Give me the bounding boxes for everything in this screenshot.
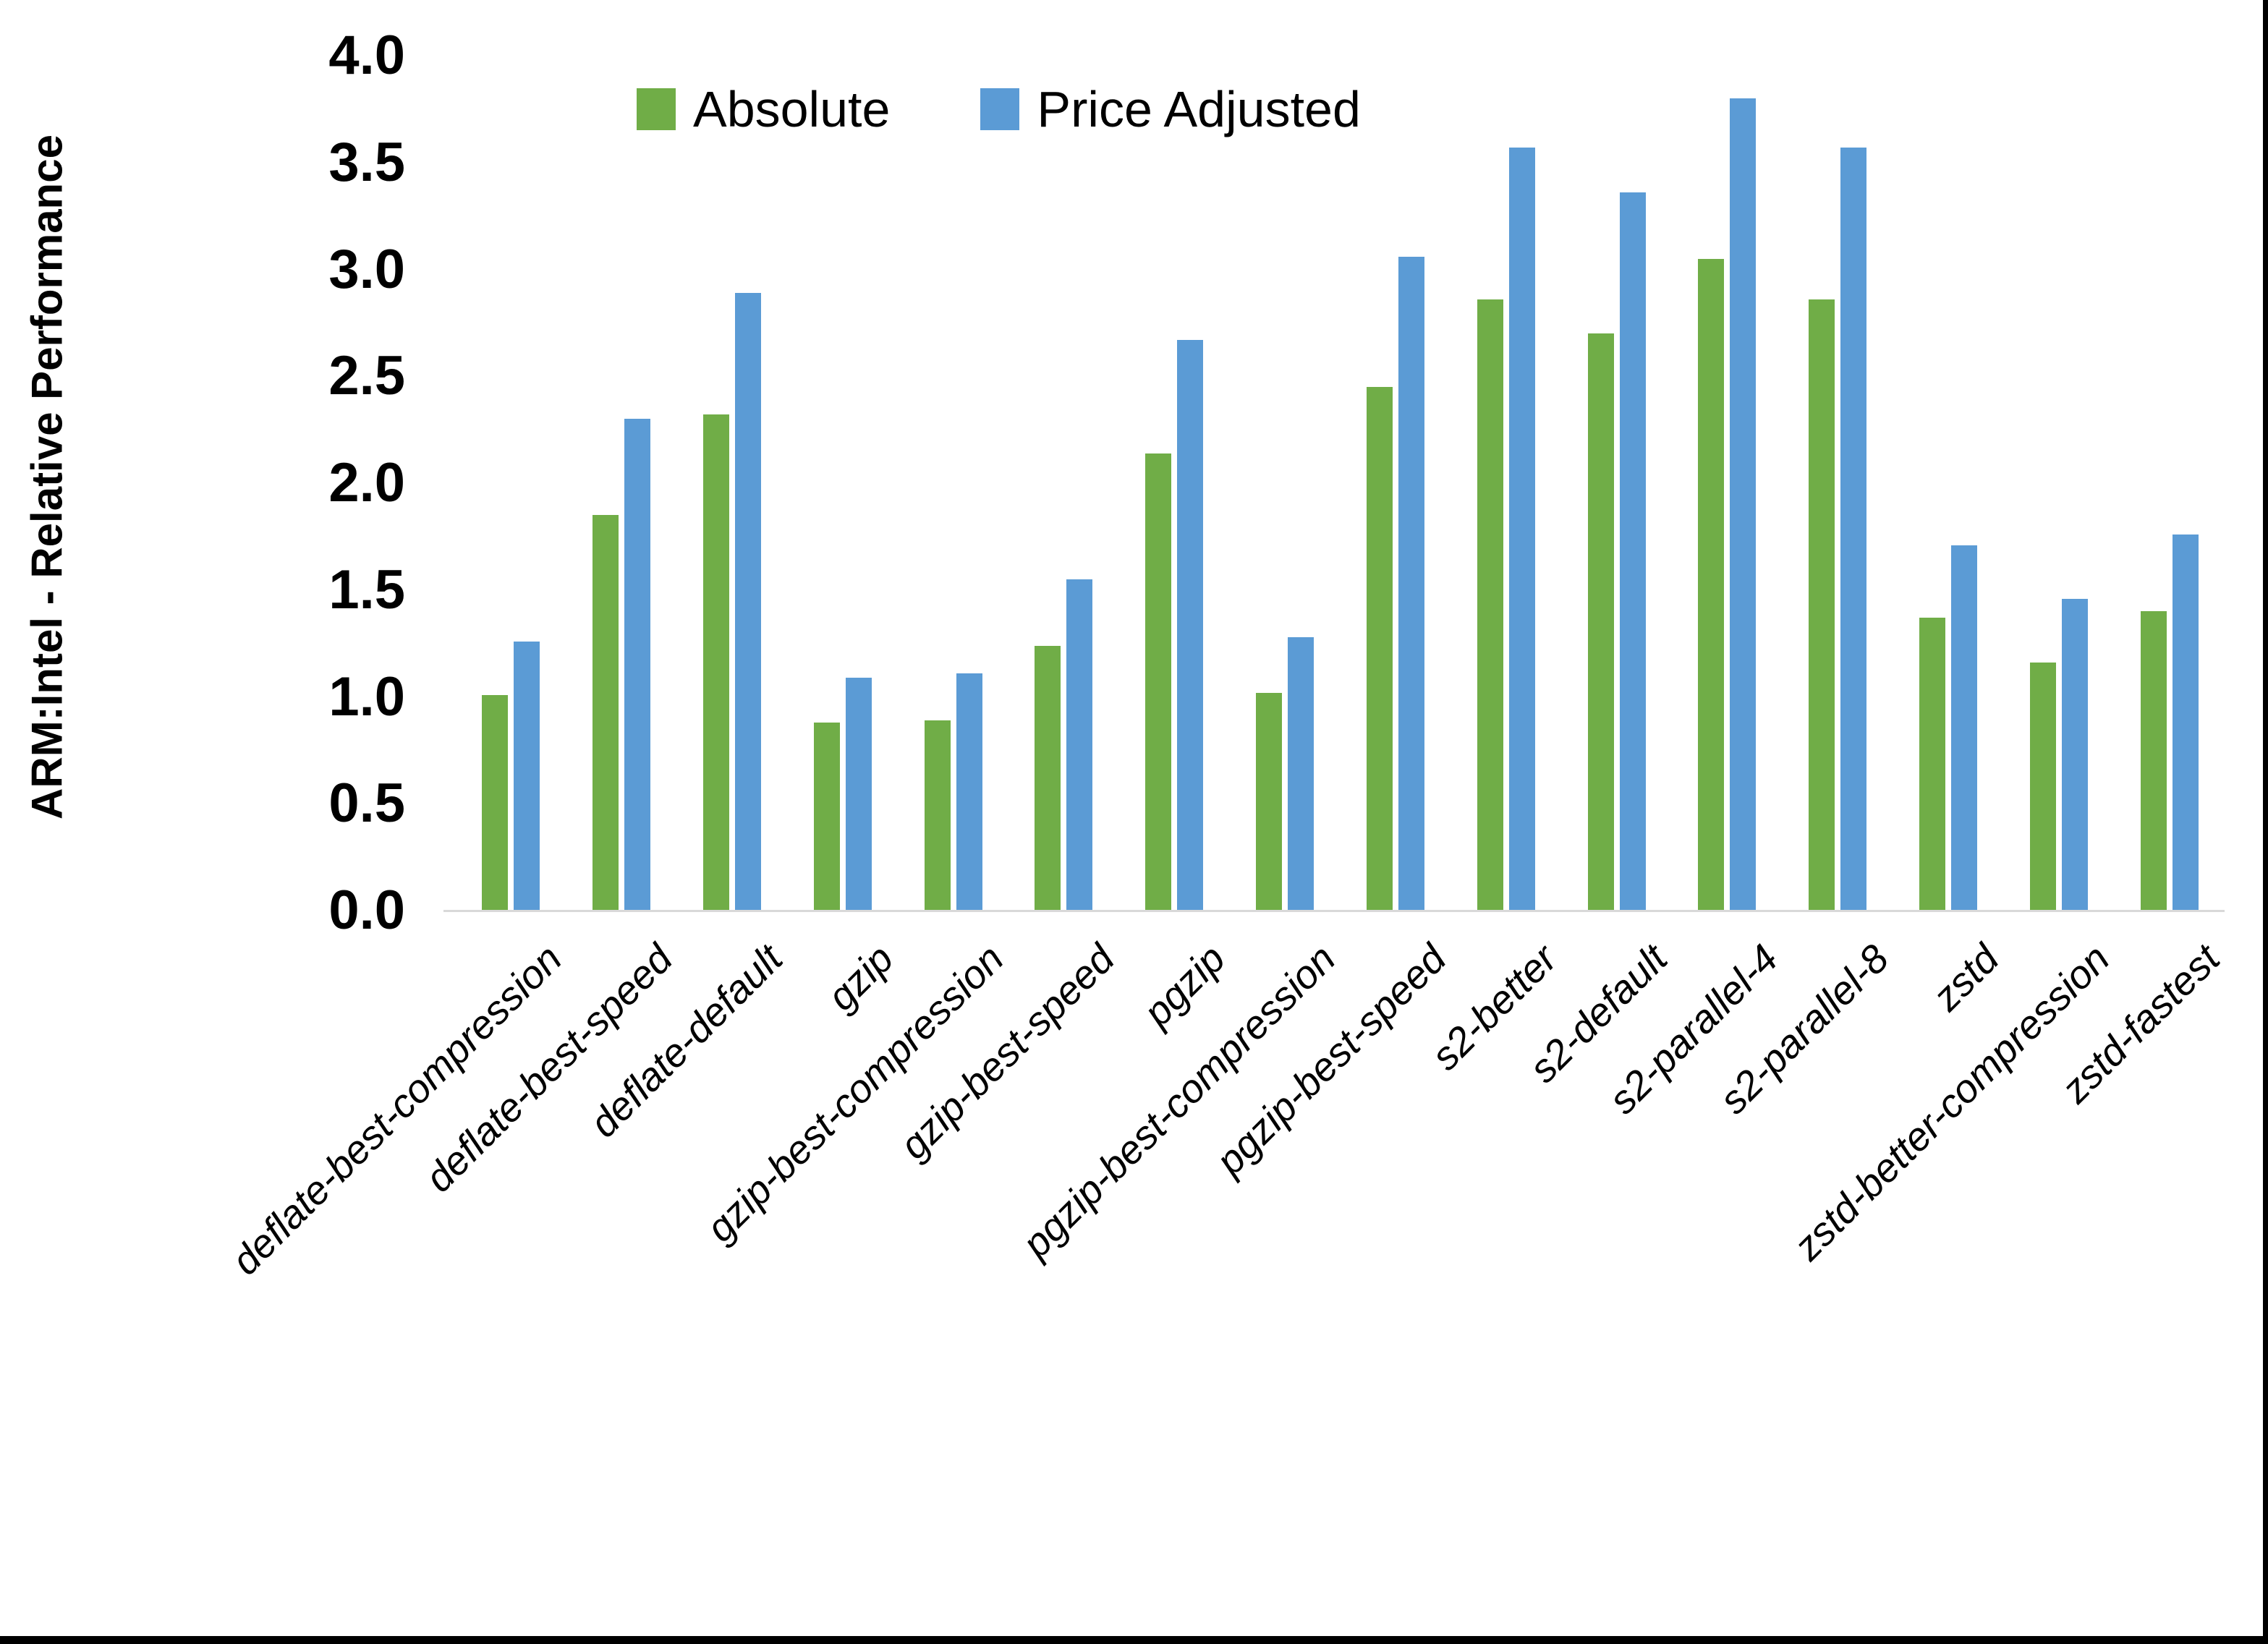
- x-axis-label-pgzip: pgzip: [1134, 935, 1234, 1035]
- bar-price-adjusted-s2-parallel-4: [1730, 98, 1757, 911]
- bar-absolute-pgzip: [1145, 453, 1172, 911]
- legend-item-absolute: Absolute: [637, 80, 890, 138]
- bar-price-adjusted-gzip: [845, 677, 872, 911]
- legend-label-price-adjusted: Price Adjusted: [1037, 81, 1361, 137]
- bar-price-adjusted-s2-parallel-8: [1840, 148, 1867, 911]
- bar-price-adjusted-deflate-best-speed: [624, 419, 651, 911]
- x-axis-label-gzip: gzip: [818, 935, 902, 1020]
- bar-absolute-zstd-better-compression: [2029, 663, 2056, 911]
- legend-swatch-absolute: [637, 88, 676, 130]
- x-axis-label-deflate-default: deflate-default: [581, 935, 791, 1146]
- legend: Absolute Price Adjusted: [637, 78, 1430, 140]
- bar-price-adjusted-pgzip: [1177, 340, 1204, 911]
- legend-item-price-adjusted: Price Adjusted: [980, 80, 1361, 138]
- bar-price-adjusted-zstd-fastest: [2172, 534, 2199, 911]
- bar-price-adjusted-s2-better: [1508, 148, 1535, 911]
- legend-swatch-price-adjusted: [980, 88, 1020, 130]
- bar-absolute-deflate-best-speed: [593, 515, 619, 911]
- bar-absolute-s2-parallel-8: [1809, 299, 1835, 911]
- bar-absolute-gzip: [813, 722, 840, 911]
- bar-price-adjusted-pgzip-best-speed: [1398, 256, 1424, 911]
- bar-absolute-deflate-default: [703, 414, 730, 911]
- bar-price-adjusted-deflate-best-compression: [514, 641, 540, 911]
- bar-absolute-pgzip-best-compression: [1256, 692, 1283, 911]
- window-border-right: [2263, 0, 2268, 1644]
- bar-absolute-zstd: [1919, 618, 1945, 911]
- bar-price-adjusted-s2-default: [1619, 192, 1646, 911]
- bar-absolute-s2-default: [1587, 333, 1614, 911]
- bar-price-adjusted-zstd-better-compression: [2061, 598, 2088, 911]
- bar-absolute-gzip-best-compression: [924, 720, 951, 911]
- legend-label-absolute: Absolute: [693, 81, 891, 137]
- window-border-bottom: [0, 1636, 2268, 1644]
- bar-absolute-pgzip-best-speed: [1366, 387, 1393, 911]
- bar-price-adjusted-gzip-best-speed: [1066, 579, 1093, 911]
- bar-absolute-s2-better: [1477, 299, 1503, 911]
- bar-price-adjusted-gzip-best-compression: [956, 673, 982, 911]
- bar-absolute-gzip-best-speed: [1035, 645, 1061, 911]
- bar-price-adjusted-pgzip-best-compression: [1288, 636, 1314, 911]
- bar-price-adjusted-deflate-default: [735, 293, 762, 911]
- bar-absolute-zstd-fastest: [2140, 611, 2167, 911]
- bar-absolute-deflate-best-compression: [482, 694, 509, 911]
- x-axis-line: [443, 910, 2225, 912]
- y-axis-title: ARM:Intel - Relative Performance: [22, 135, 72, 819]
- bar-price-adjusted-zstd: [1950, 545, 1977, 911]
- x-axis-label-zstd: zstd: [1924, 935, 2008, 1020]
- bar-absolute-s2-parallel-4: [1698, 258, 1725, 911]
